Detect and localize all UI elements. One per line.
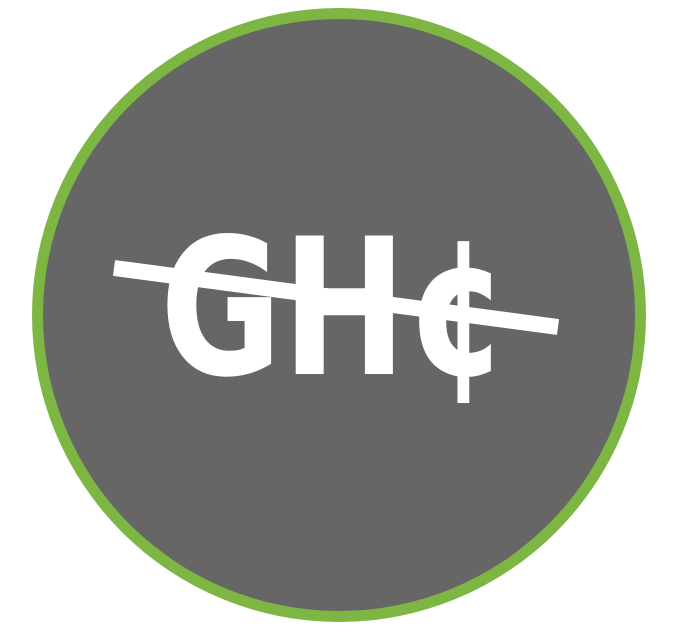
badge-disc [43, 19, 635, 611]
strike-through-line [112, 260, 560, 335]
